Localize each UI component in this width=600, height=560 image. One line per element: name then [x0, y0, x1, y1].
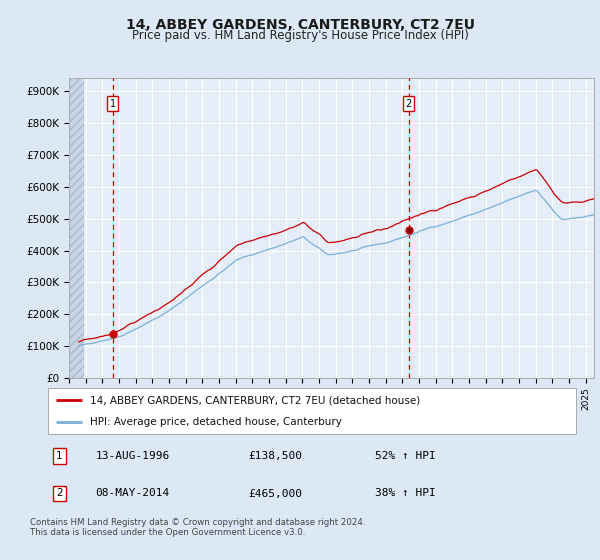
- Text: HPI: Average price, detached house, Canterbury: HPI: Average price, detached house, Cant…: [90, 417, 342, 427]
- Text: £138,500: £138,500: [248, 451, 302, 461]
- Text: 1: 1: [56, 451, 63, 461]
- Text: 52% ↑ HPI: 52% ↑ HPI: [376, 451, 436, 461]
- Text: 14, ABBEY GARDENS, CANTERBURY, CT2 7EU: 14, ABBEY GARDENS, CANTERBURY, CT2 7EU: [125, 18, 475, 32]
- Text: 38% ↑ HPI: 38% ↑ HPI: [376, 488, 436, 498]
- Bar: [69, 78, 85, 378]
- Text: Price paid vs. HM Land Registry's House Price Index (HPI): Price paid vs. HM Land Registry's House …: [131, 29, 469, 42]
- Text: Contains HM Land Registry data © Crown copyright and database right 2024.
This d: Contains HM Land Registry data © Crown c…: [30, 518, 365, 538]
- Text: 13-AUG-1996: 13-AUG-1996: [95, 451, 170, 461]
- Text: £465,000: £465,000: [248, 488, 302, 498]
- Text: 2: 2: [406, 99, 412, 109]
- Text: 2: 2: [56, 488, 63, 498]
- Text: 08-MAY-2014: 08-MAY-2014: [95, 488, 170, 498]
- Text: 1: 1: [110, 99, 116, 109]
- Text: 14, ABBEY GARDENS, CANTERBURY, CT2 7EU (detached house): 14, ABBEY GARDENS, CANTERBURY, CT2 7EU (…: [90, 395, 421, 405]
- Bar: [69, 78, 85, 378]
